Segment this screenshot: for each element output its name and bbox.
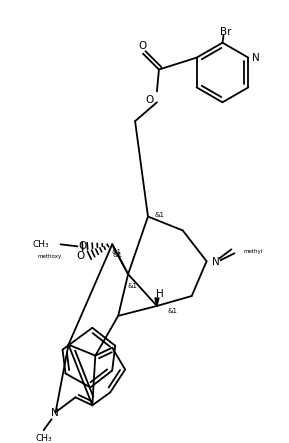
Text: CH₃: CH₃ — [35, 434, 52, 443]
Text: &1: &1 — [127, 283, 137, 289]
Text: O: O — [78, 241, 86, 251]
Text: O: O — [138, 41, 146, 51]
Text: &1: &1 — [168, 308, 178, 314]
Text: &1: &1 — [111, 249, 121, 255]
Text: O: O — [146, 95, 154, 105]
Text: methyl: methyl — [243, 249, 263, 254]
Text: Br: Br — [220, 27, 231, 37]
Text: H: H — [156, 289, 164, 299]
Text: &1: &1 — [112, 252, 122, 258]
Text: N: N — [212, 257, 219, 267]
Text: O: O — [76, 251, 85, 261]
Text: methoxy: methoxy — [37, 254, 62, 259]
Text: CH₃: CH₃ — [32, 240, 49, 249]
Polygon shape — [155, 298, 159, 306]
Text: &1: &1 — [155, 212, 165, 218]
Text: N: N — [51, 408, 58, 418]
Text: N: N — [252, 53, 260, 62]
